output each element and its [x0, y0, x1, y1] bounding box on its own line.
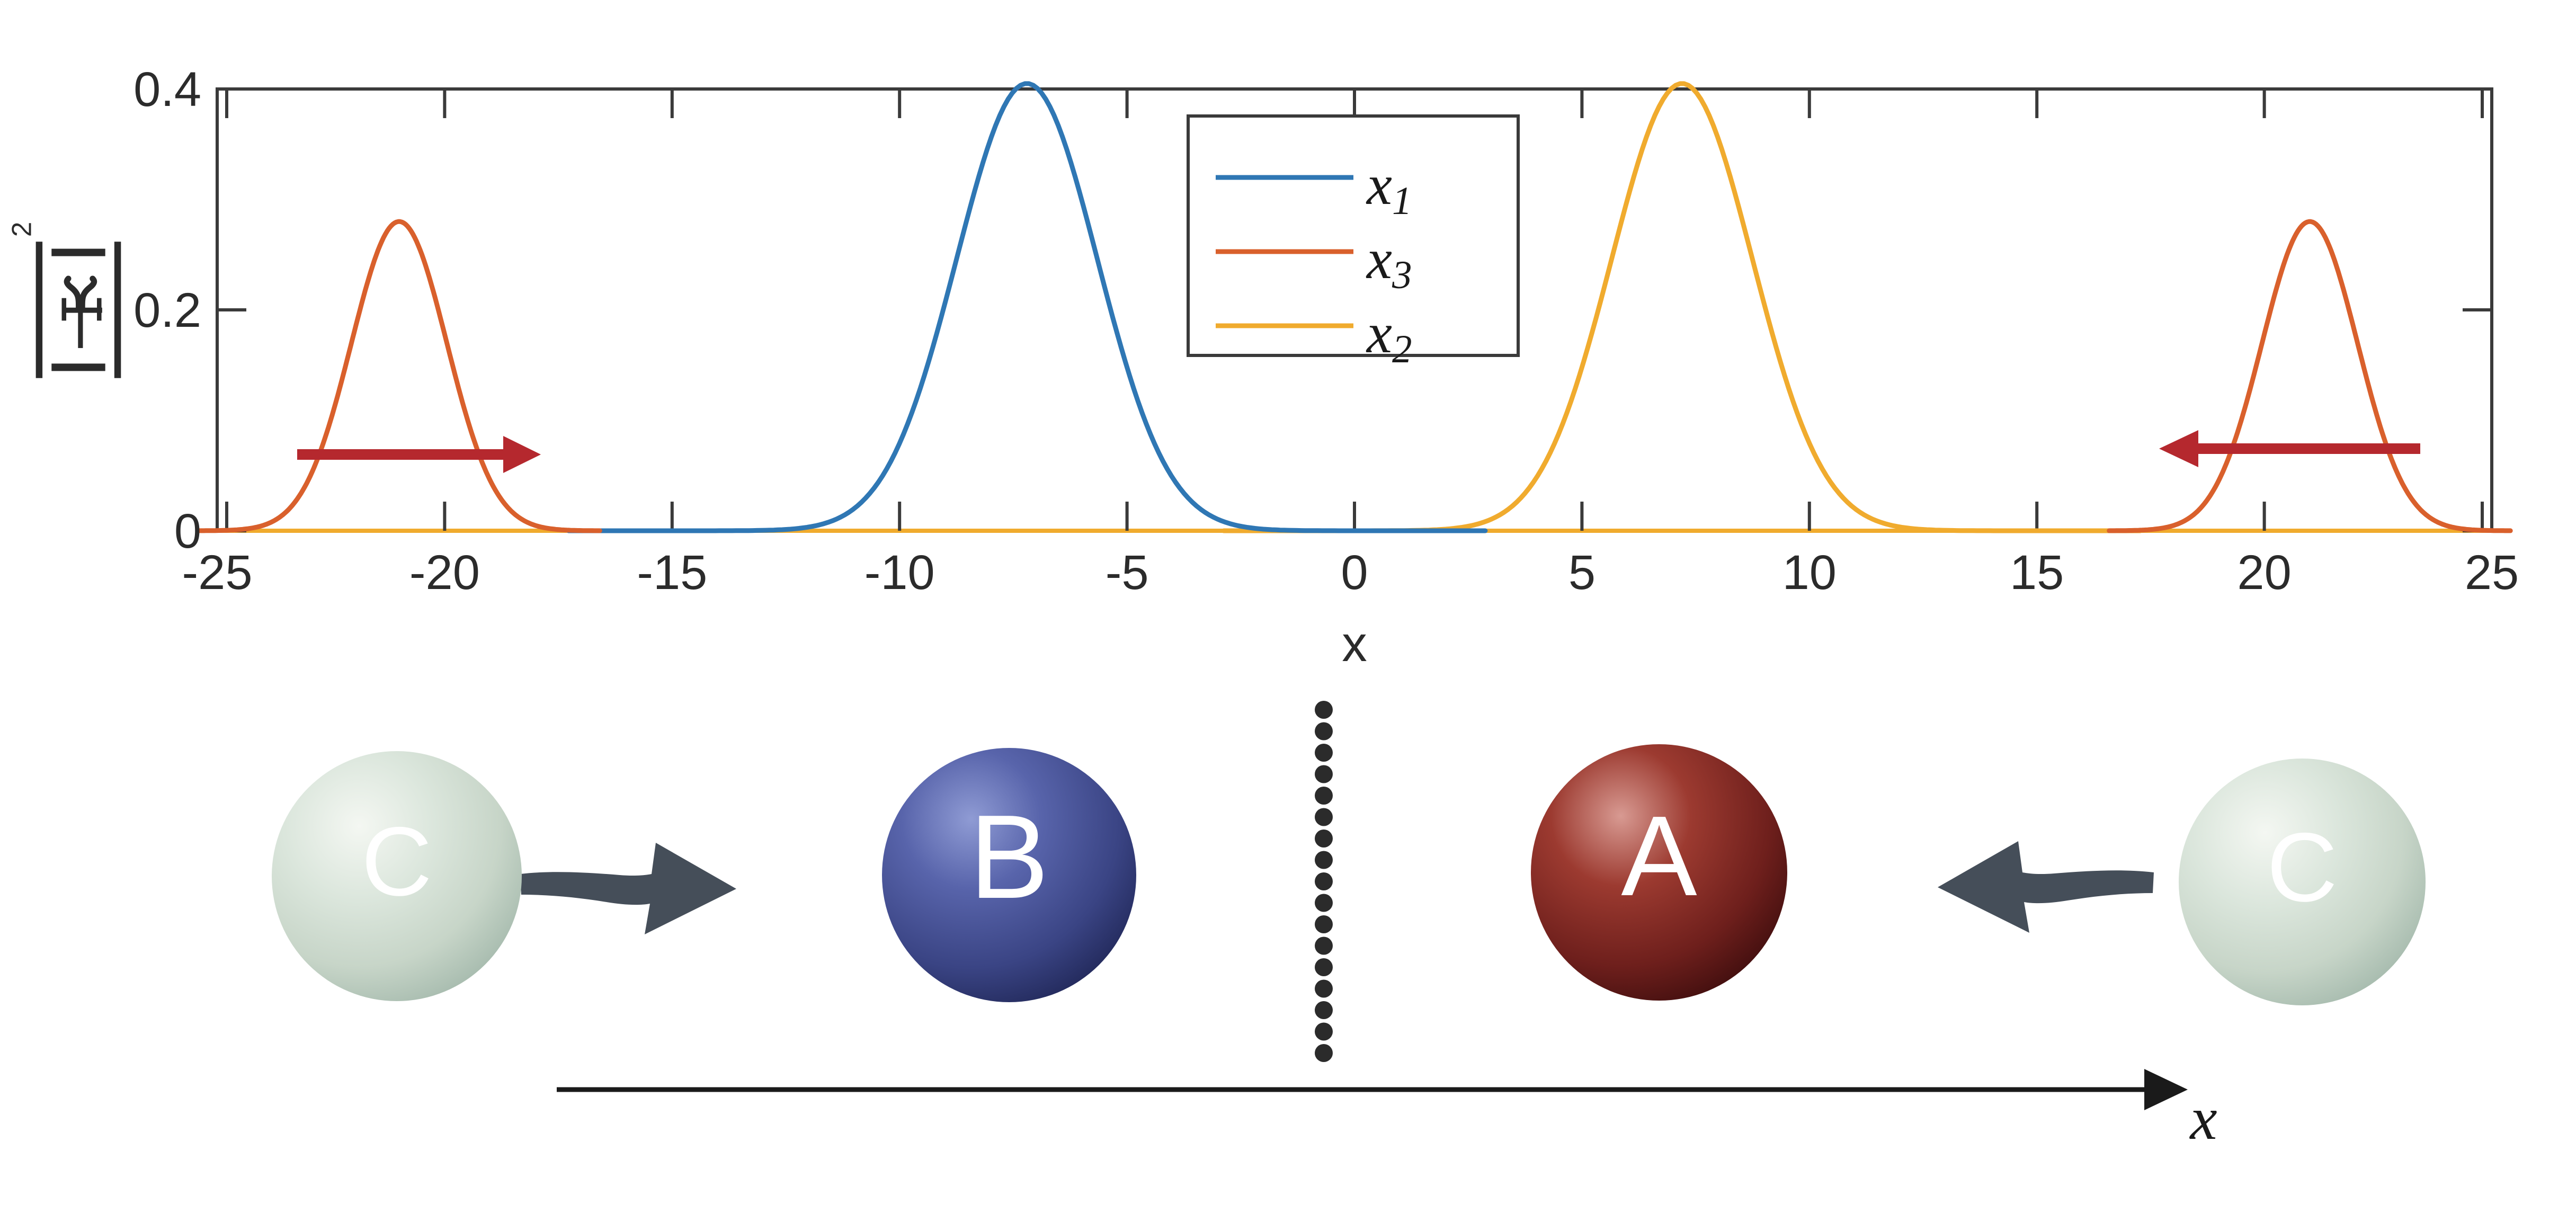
- svg-text:0: 0: [174, 504, 201, 558]
- svg-text:-5: -5: [1106, 546, 1149, 600]
- svg-text:x: x: [2189, 1085, 2217, 1152]
- svg-text:15: 15: [2010, 546, 2064, 600]
- svg-text:25: 25: [2465, 546, 2519, 600]
- svg-text:-20: -20: [409, 546, 480, 600]
- svg-text:0.4: 0.4: [133, 63, 201, 117]
- svg-text:A: A: [1621, 792, 1697, 920]
- svg-text:0: 0: [1341, 546, 1368, 600]
- svg-text:5: 5: [1568, 546, 1595, 600]
- svg-text:-15: -15: [637, 546, 707, 600]
- svg-text:20: 20: [2237, 546, 2291, 600]
- svg-text:C: C: [361, 807, 432, 916]
- svg-text:2: 2: [6, 222, 37, 237]
- svg-text:x: x: [1342, 616, 1367, 672]
- svg-text:0.2: 0.2: [133, 283, 201, 337]
- svg-text:C: C: [2267, 813, 2338, 922]
- svg-text:B: B: [969, 790, 1049, 923]
- svg-text:-10: -10: [864, 546, 935, 600]
- svg-text:10: 10: [1782, 546, 1837, 600]
